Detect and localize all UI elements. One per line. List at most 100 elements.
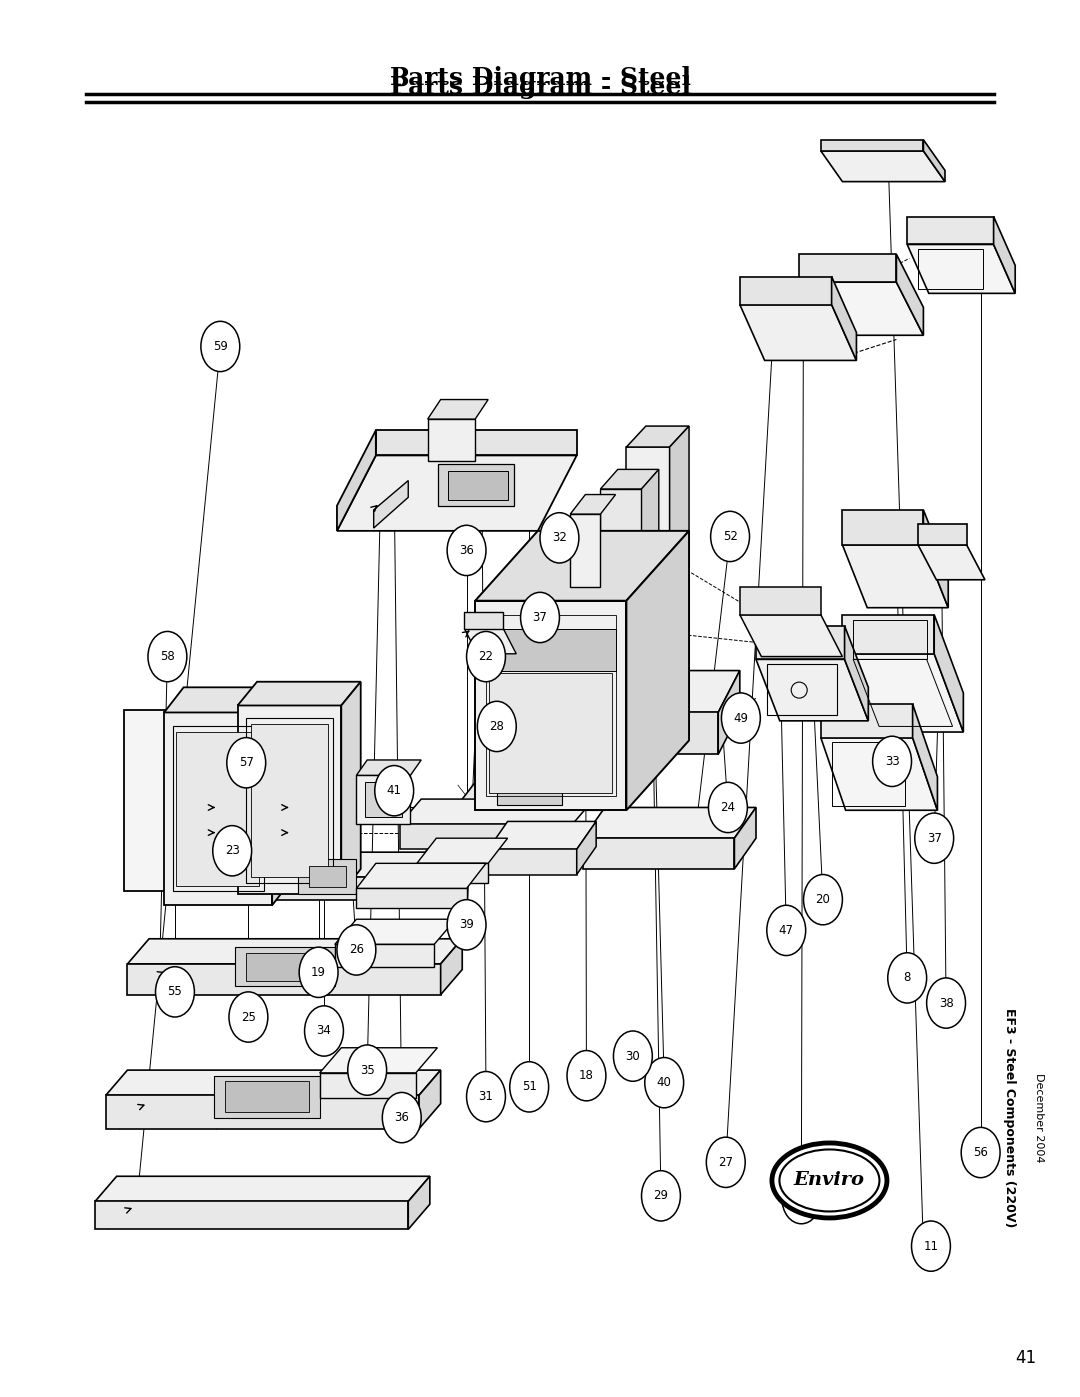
Text: 48: 48 (794, 1192, 809, 1206)
Polygon shape (570, 514, 600, 587)
Polygon shape (438, 464, 514, 506)
Polygon shape (799, 282, 923, 335)
Polygon shape (842, 615, 934, 654)
Text: 38: 38 (939, 996, 954, 1010)
Text: 29: 29 (653, 1189, 669, 1203)
Polygon shape (454, 782, 626, 810)
Polygon shape (756, 659, 868, 721)
Polygon shape (356, 863, 486, 888)
Polygon shape (475, 601, 626, 810)
Text: 23: 23 (225, 844, 240, 858)
Polygon shape (821, 140, 923, 151)
Text: 20: 20 (815, 893, 831, 907)
Text: 57: 57 (239, 756, 254, 770)
Polygon shape (356, 775, 410, 824)
Polygon shape (923, 140, 945, 182)
Polygon shape (341, 682, 361, 894)
Polygon shape (454, 852, 475, 900)
Ellipse shape (467, 631, 505, 682)
Polygon shape (164, 712, 272, 905)
Ellipse shape (348, 1045, 387, 1095)
Polygon shape (475, 531, 689, 601)
Ellipse shape (721, 693, 760, 743)
Text: 36: 36 (394, 1111, 409, 1125)
Polygon shape (923, 510, 948, 608)
Text: 39: 39 (459, 918, 474, 932)
Polygon shape (408, 1176, 430, 1229)
Text: 22: 22 (478, 650, 494, 664)
Polygon shape (583, 807, 756, 838)
Text: 47: 47 (779, 923, 794, 937)
Text: 30: 30 (625, 1049, 640, 1063)
Ellipse shape (567, 1051, 606, 1101)
Text: 27: 27 (718, 1155, 733, 1169)
Polygon shape (570, 495, 616, 514)
Ellipse shape (613, 1031, 652, 1081)
Ellipse shape (706, 1137, 745, 1187)
Text: 19: 19 (311, 965, 326, 979)
Polygon shape (497, 629, 616, 671)
Polygon shape (106, 1095, 419, 1129)
Polygon shape (740, 587, 821, 615)
Polygon shape (740, 305, 856, 360)
Polygon shape (907, 217, 994, 244)
Ellipse shape (915, 813, 954, 863)
Ellipse shape (337, 925, 376, 975)
Ellipse shape (447, 900, 486, 950)
Polygon shape (320, 1048, 437, 1073)
Text: 28: 28 (489, 719, 504, 733)
Polygon shape (225, 1081, 309, 1112)
Polygon shape (214, 1076, 320, 1118)
Polygon shape (756, 626, 845, 659)
Text: 55: 55 (167, 985, 183, 999)
Ellipse shape (229, 992, 268, 1042)
Polygon shape (913, 704, 937, 810)
Polygon shape (235, 947, 335, 986)
Ellipse shape (804, 875, 842, 925)
Polygon shape (734, 807, 756, 869)
Polygon shape (464, 629, 516, 654)
Ellipse shape (645, 1058, 684, 1108)
Polygon shape (934, 615, 963, 732)
Polygon shape (419, 1070, 441, 1129)
Ellipse shape (156, 967, 194, 1017)
Text: 37: 37 (927, 831, 942, 845)
Polygon shape (376, 430, 577, 455)
Polygon shape (626, 447, 670, 559)
Text: 41: 41 (1015, 1350, 1037, 1366)
Ellipse shape (201, 321, 240, 372)
Text: 52: 52 (723, 529, 738, 543)
Polygon shape (842, 654, 963, 732)
Polygon shape (821, 738, 937, 810)
Polygon shape (298, 859, 356, 894)
Text: Enviro: Enviro (794, 1172, 865, 1189)
Ellipse shape (888, 953, 927, 1003)
Polygon shape (918, 524, 967, 545)
Polygon shape (251, 724, 328, 877)
Ellipse shape (213, 826, 252, 876)
Polygon shape (994, 217, 1015, 293)
Text: Parts Diagram - Steel: Parts Diagram - Steel (390, 74, 690, 99)
Ellipse shape (299, 947, 338, 997)
Ellipse shape (780, 1150, 879, 1211)
Polygon shape (127, 939, 462, 964)
Polygon shape (309, 866, 346, 887)
Polygon shape (626, 531, 689, 810)
Text: December 2004: December 2004 (1034, 1073, 1044, 1162)
Polygon shape (799, 254, 896, 282)
Polygon shape (489, 673, 612, 793)
Polygon shape (337, 455, 577, 531)
Ellipse shape (767, 905, 806, 956)
Text: 24: 24 (720, 800, 735, 814)
Ellipse shape (521, 592, 559, 643)
Polygon shape (896, 254, 923, 335)
Text: 59: 59 (213, 339, 228, 353)
Polygon shape (124, 710, 211, 891)
Polygon shape (441, 939, 462, 995)
Polygon shape (337, 430, 376, 531)
Ellipse shape (642, 1171, 680, 1221)
Polygon shape (335, 919, 456, 944)
Polygon shape (907, 244, 1015, 293)
Text: 51: 51 (522, 1080, 537, 1094)
Polygon shape (164, 687, 292, 712)
